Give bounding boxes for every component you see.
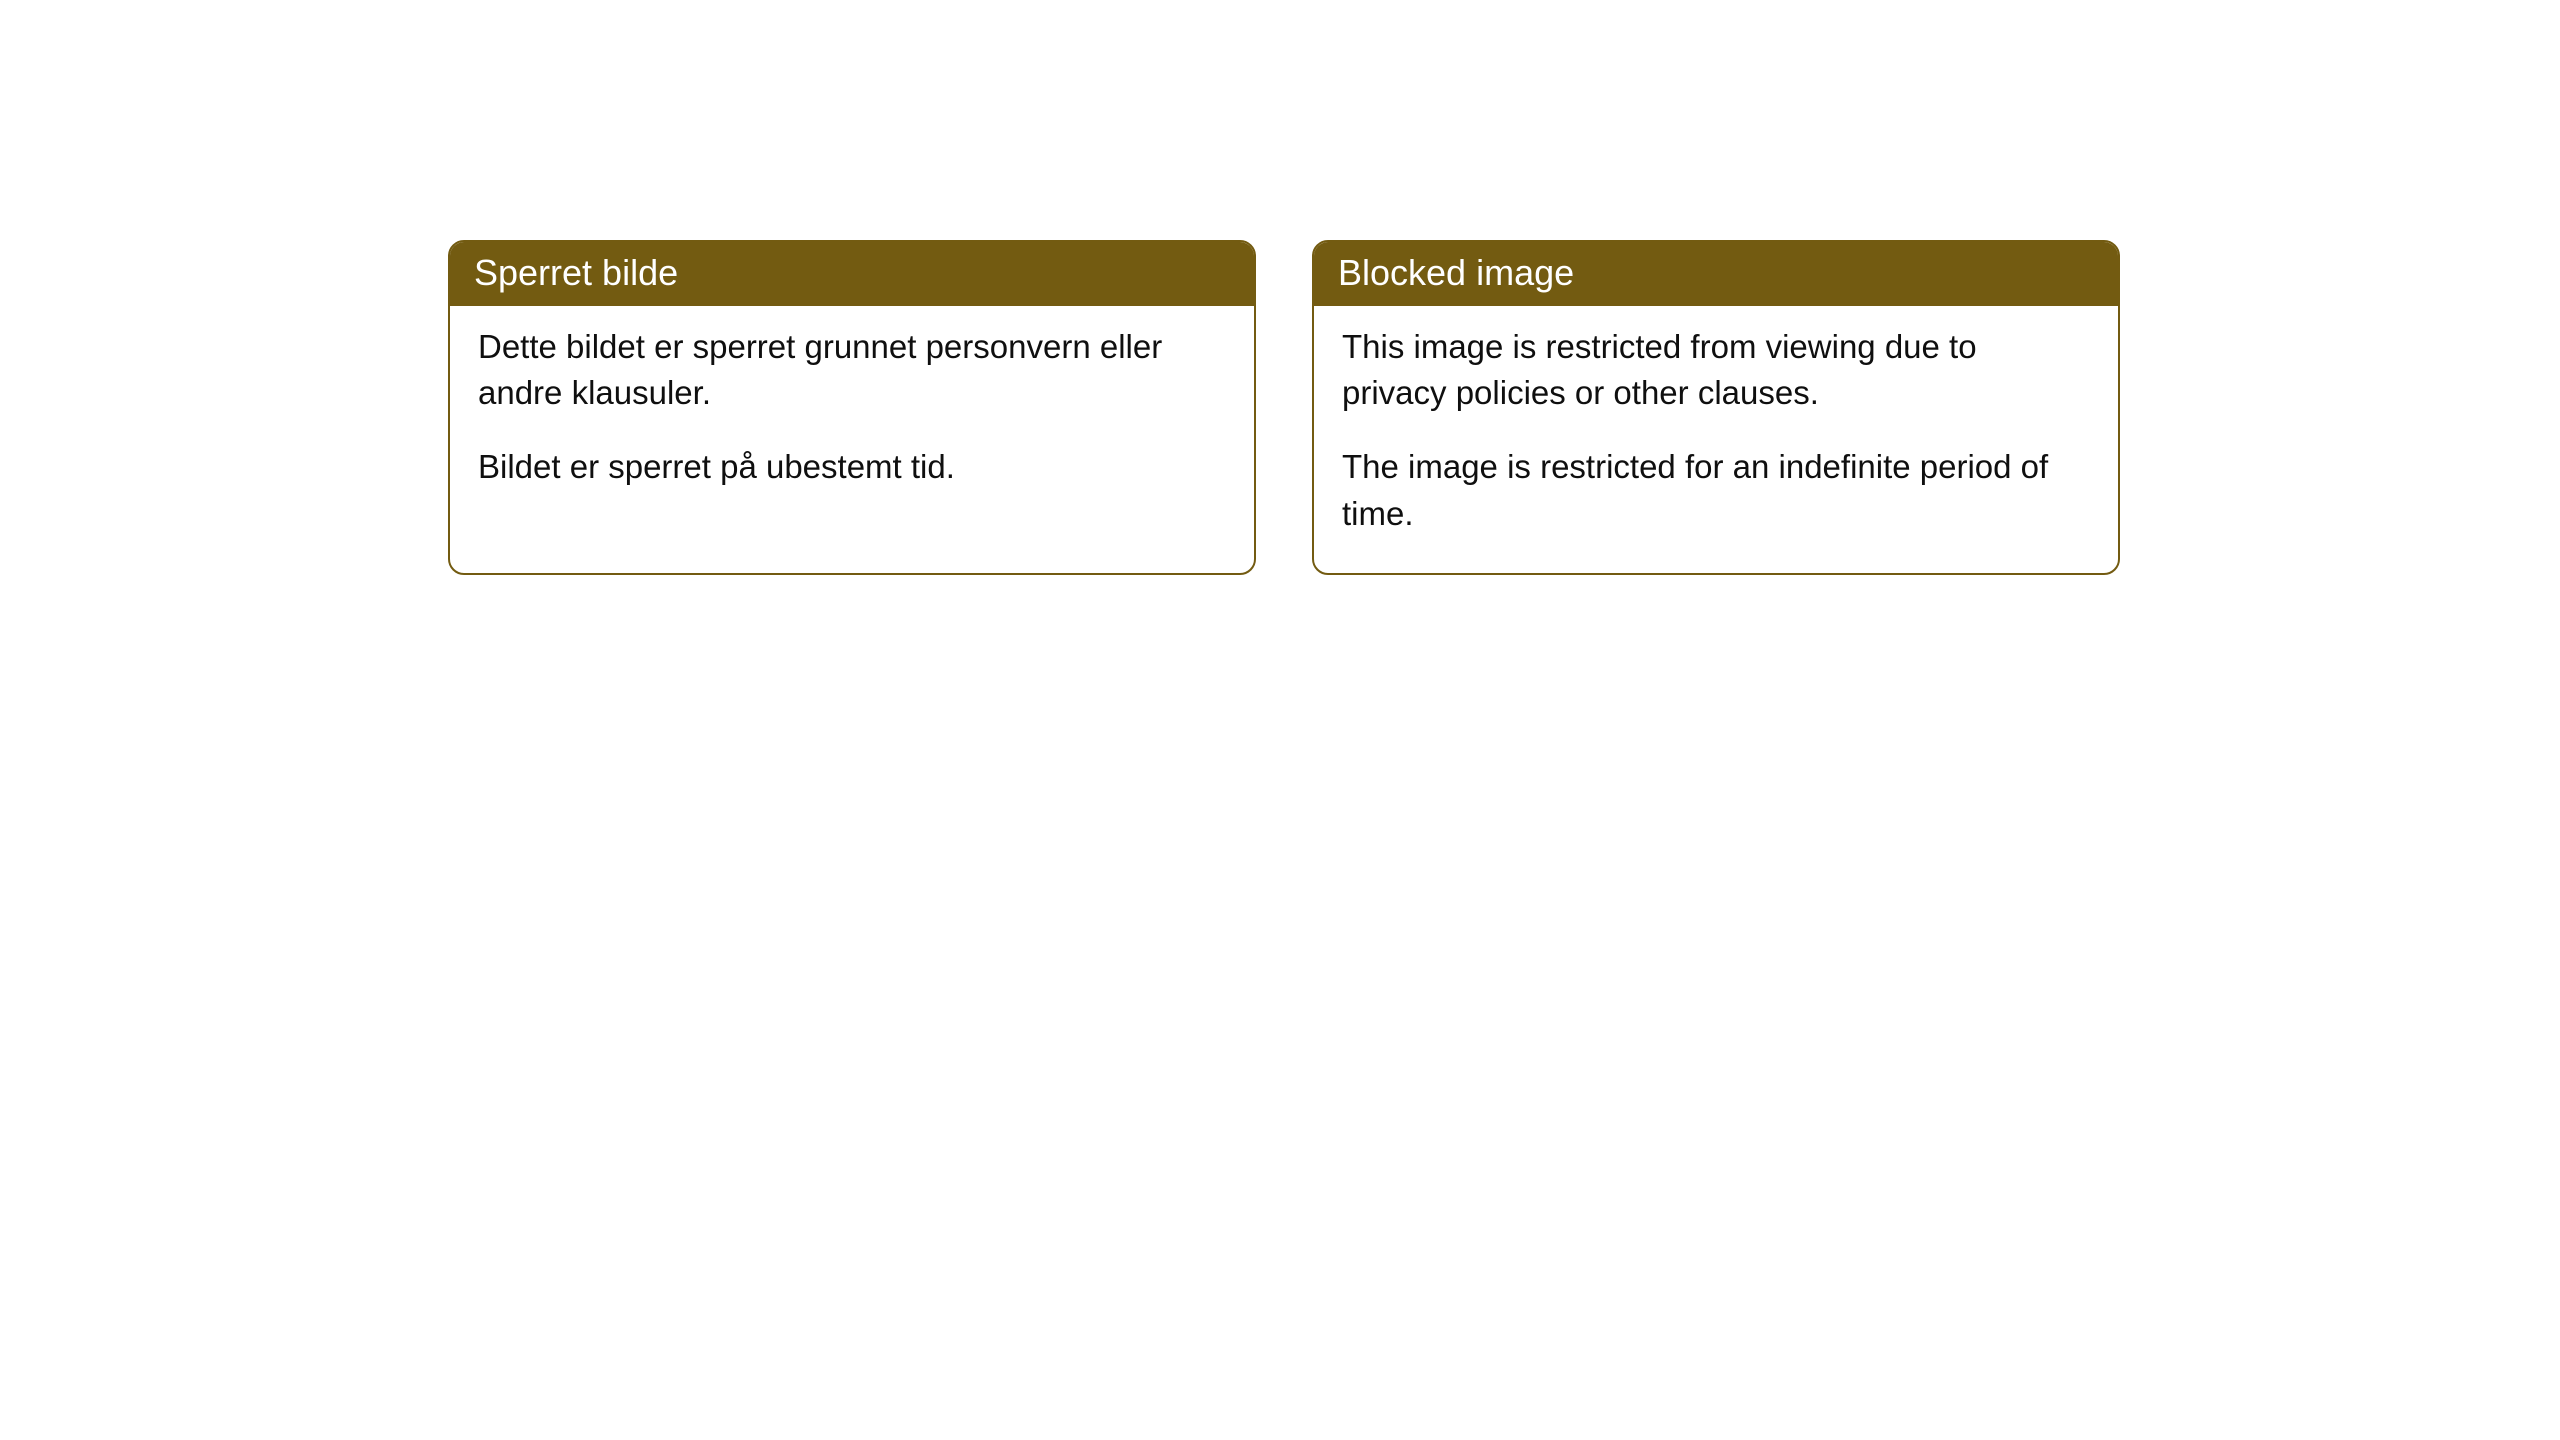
notice-paragraph: This image is restricted from viewing du…	[1342, 324, 2090, 416]
notice-paragraph: Dette bildet er sperret grunnet personve…	[478, 324, 1226, 416]
notice-header: Blocked image	[1314, 242, 2118, 306]
notice-card-norwegian: Sperret bilde Dette bildet er sperret gr…	[448, 240, 1256, 575]
notice-container: Sperret bilde Dette bildet er sperret gr…	[448, 240, 2120, 575]
notice-body: This image is restricted from viewing du…	[1314, 306, 2118, 573]
notice-paragraph: The image is restricted for an indefinit…	[1342, 444, 2090, 536]
notice-title: Blocked image	[1338, 252, 1574, 293]
notice-body: Dette bildet er sperret grunnet personve…	[450, 306, 1254, 527]
notice-header: Sperret bilde	[450, 242, 1254, 306]
notice-card-english: Blocked image This image is restricted f…	[1312, 240, 2120, 575]
notice-paragraph: Bildet er sperret på ubestemt tid.	[478, 444, 1226, 490]
notice-title: Sperret bilde	[474, 252, 678, 293]
